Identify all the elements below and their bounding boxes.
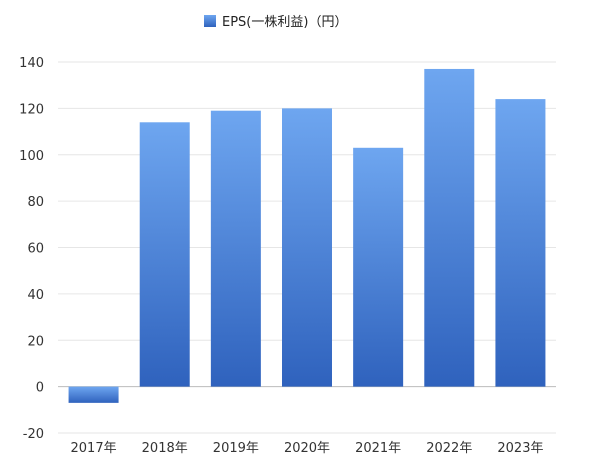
legend: EPS(一株利益)（円） <box>204 15 347 30</box>
y-tick-label: 60 <box>27 242 44 257</box>
bar <box>68 386 119 403</box>
y-tick-label: 80 <box>27 195 44 210</box>
y-tick-label: 120 <box>19 102 44 117</box>
bar <box>210 110 261 387</box>
x-tick-label: 2020年 <box>284 441 330 456</box>
bars <box>68 68 546 403</box>
x-tick-label: 2021年 <box>355 441 401 456</box>
y-tick-label: 100 <box>19 149 44 164</box>
y-tick-label: 140 <box>19 56 44 71</box>
x-tick-label: 2017年 <box>71 441 117 456</box>
y-tick-label: 40 <box>27 288 44 303</box>
x-tick-label: 2022年 <box>426 441 472 456</box>
bar <box>139 122 190 387</box>
bar <box>353 147 404 387</box>
y-tick-label: -20 <box>23 427 44 442</box>
bar <box>282 108 332 387</box>
y-tick-label: 0 <box>36 381 44 396</box>
y-tick-label: 20 <box>27 334 44 349</box>
x-tick-label: 2023年 <box>497 441 543 456</box>
x-tick-label: 2018年 <box>142 441 188 456</box>
bar <box>495 99 546 387</box>
y-axis-ticks: 140 120 100 80 60 40 20 0 -20 <box>19 56 44 442</box>
legend-label: EPS(一株利益)（円） <box>222 15 347 30</box>
x-tick-label: 2019年 <box>213 441 259 456</box>
bar <box>424 68 475 387</box>
legend-swatch <box>204 15 216 27</box>
x-axis-ticks: 2017年 2018年 2019年 2020年 2021年 2022年 2023年 <box>71 441 544 456</box>
